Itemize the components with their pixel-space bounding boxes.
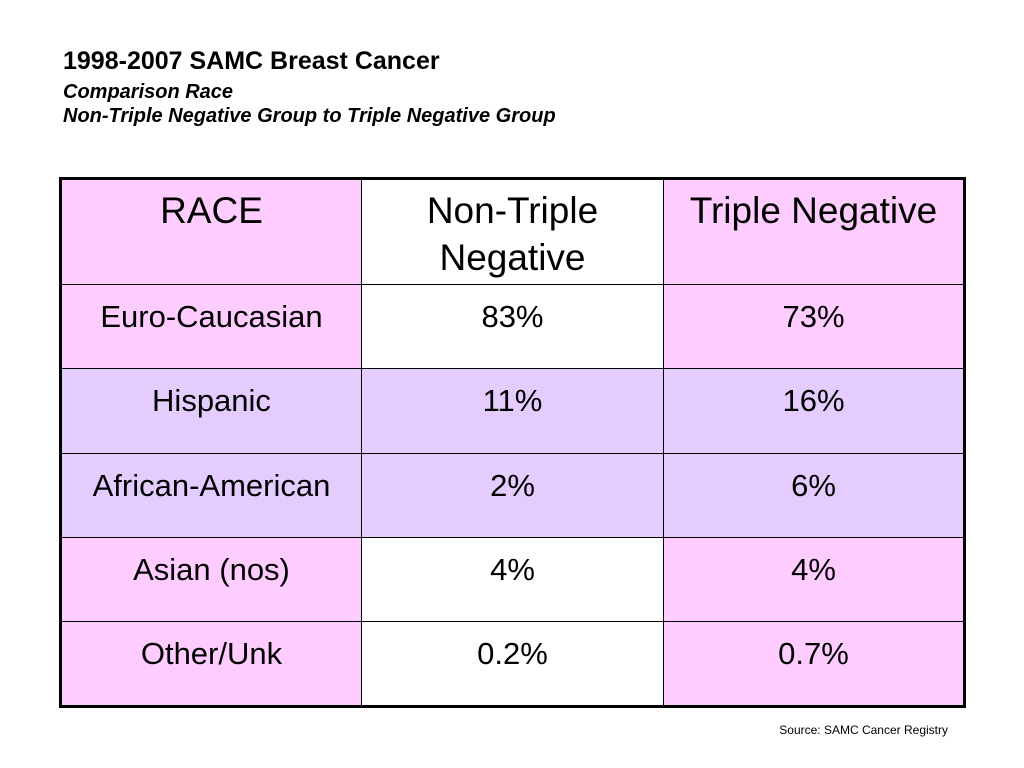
non-triple-negative-cell: 4% — [360, 536, 664, 623]
race-cell: Asian (nos) — [60, 536, 362, 623]
triple-negative-cell: 0.7% — [662, 621, 966, 707]
source-note: Source: SAMC Cancer Registry — [779, 723, 948, 737]
triple-negative-cell: 4% — [662, 536, 966, 623]
race-comparison-table: RACE Non-Triple Negative Triple Negative… — [59, 177, 966, 708]
table-header-row: RACE Non-Triple Negative Triple Negative — [60, 178, 966, 285]
table-row: Euro-Caucasian 83% 73% — [60, 283, 966, 370]
header-non-triple-negative: Non-Triple Negative — [360, 178, 664, 285]
title-line-subtitle: Comparison Race — [63, 81, 234, 103]
table-row: Asian (nos) 4% 4% — [60, 536, 966, 623]
race-cell: Other/Unk — [60, 621, 362, 707]
header-race: RACE — [60, 178, 362, 285]
triple-negative-cell: 6% — [662, 452, 966, 539]
race-cell: Hispanic — [60, 368, 362, 454]
triple-negative-cell: 73% — [662, 283, 966, 370]
race-cell: Euro-Caucasian — [60, 283, 362, 370]
table-row: African-American 2% 6% — [60, 452, 966, 539]
triple-negative-cell: 16% — [662, 368, 966, 454]
title-line-main: 1998-2007 SAMC Breast Cancer — [63, 47, 440, 75]
table-row: Other/Unk 0.2% 0.7% — [60, 621, 966, 707]
title-line-comparison: Non-Triple Negative Group to Triple Nega… — [63, 105, 556, 127]
non-triple-negative-cell: 11% — [360, 368, 664, 454]
table-row: Hispanic 11% 16% — [60, 368, 966, 454]
race-cell: African-American — [60, 452, 362, 539]
slide-title: 1998-2007 SAMC Breast Cancer Comparison … — [63, 46, 556, 128]
non-triple-negative-cell: 83% — [360, 283, 664, 370]
header-triple-negative: Triple Negative — [662, 178, 966, 285]
non-triple-negative-cell: 2% — [360, 452, 664, 539]
non-triple-negative-cell: 0.2% — [360, 621, 664, 707]
